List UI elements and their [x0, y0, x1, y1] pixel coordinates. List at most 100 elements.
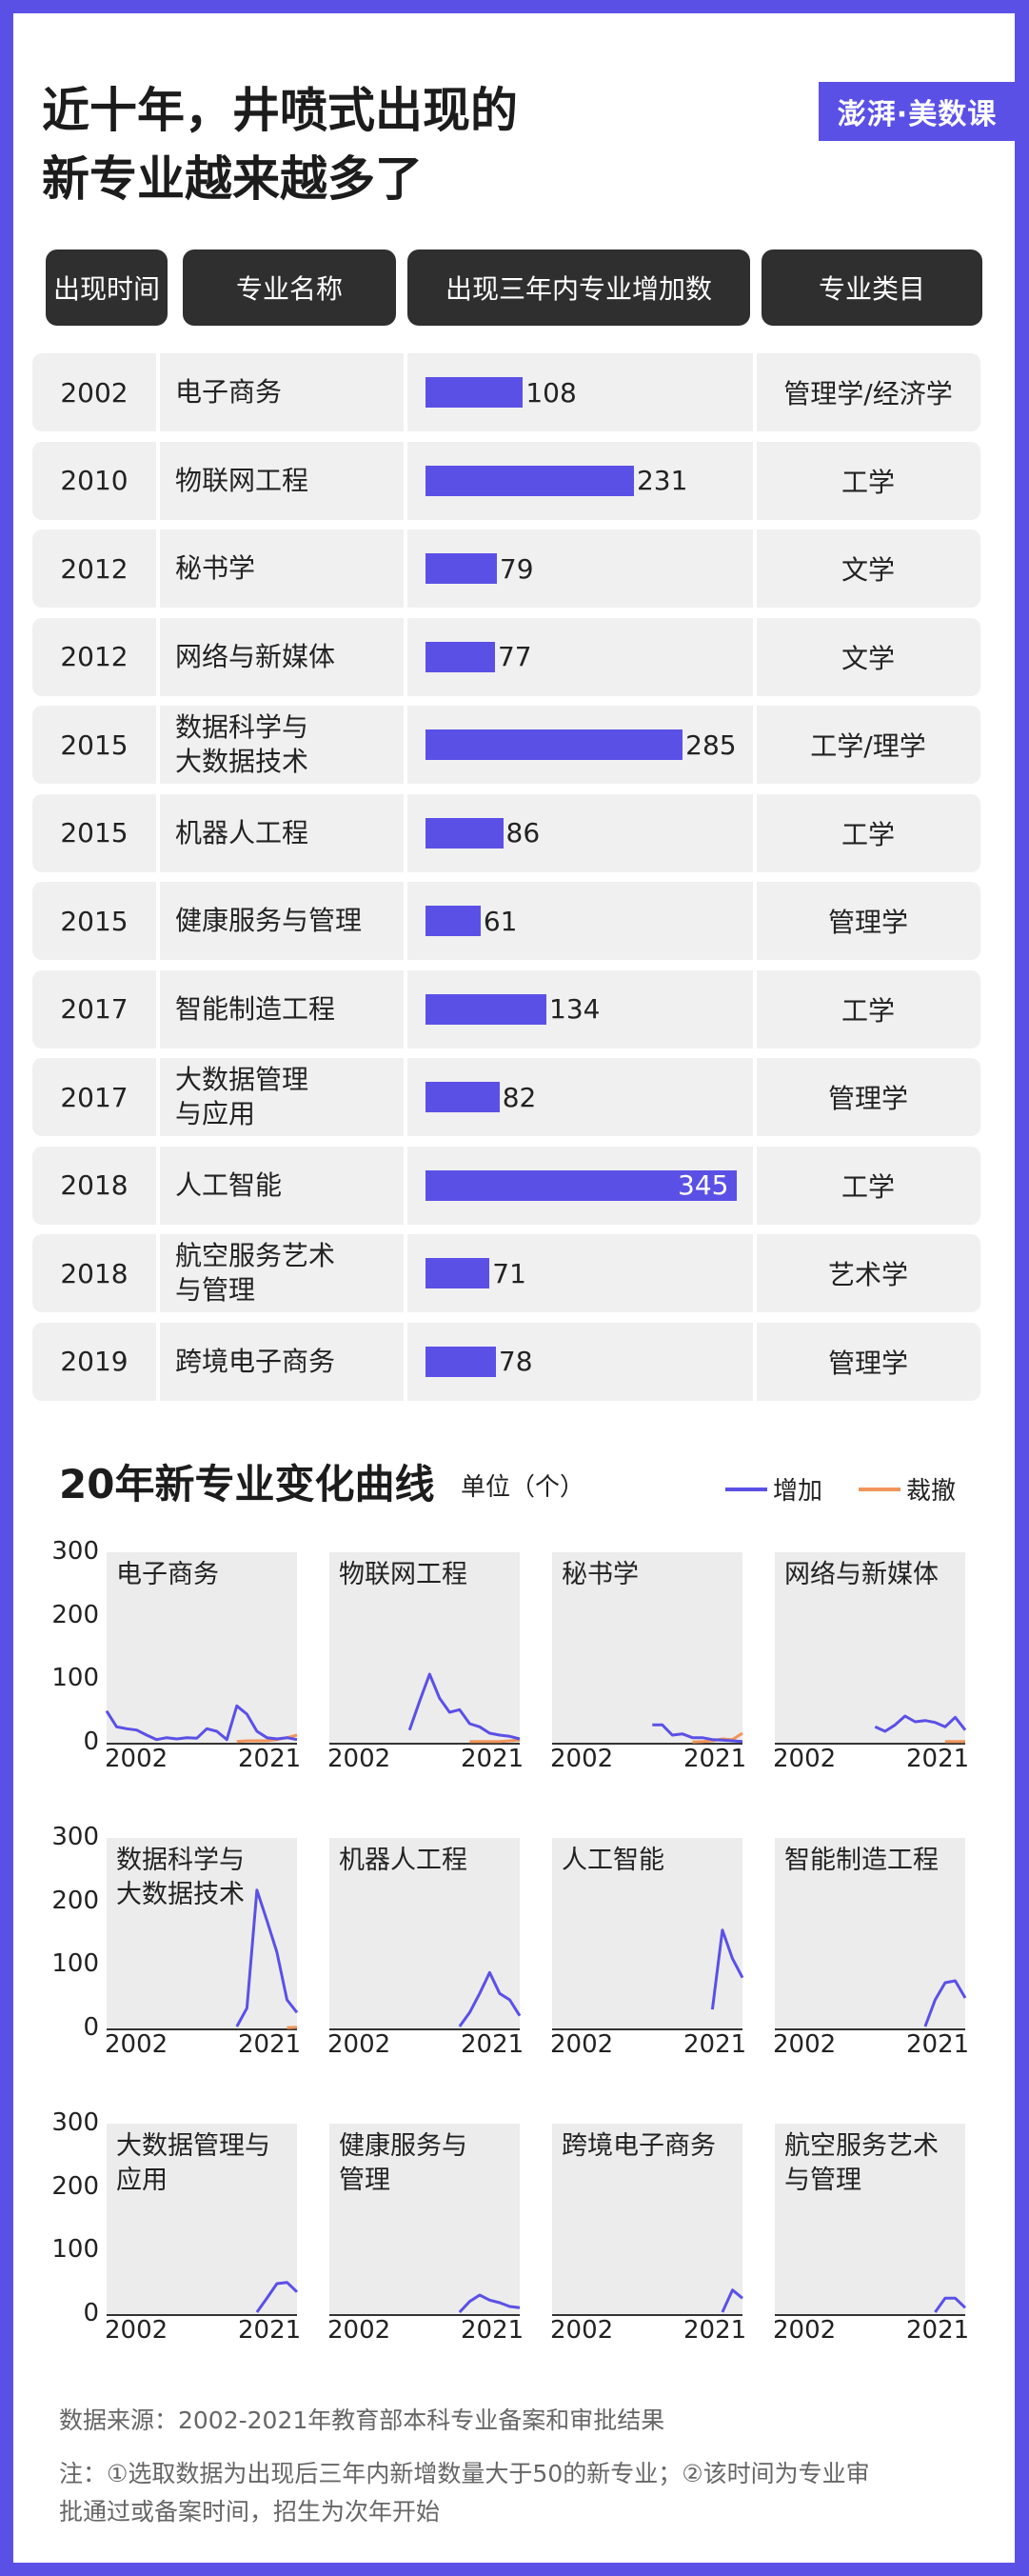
x-tick-label: 2021	[683, 2316, 747, 2345]
panel-title: 物联网工程	[339, 1560, 467, 1589]
value-bar	[425, 1082, 500, 1112]
row-category: 管理学	[827, 1347, 908, 1379]
x-tick-label: 2002	[327, 2030, 391, 2059]
added-line	[721, 2288, 743, 2313]
row-name: 跨境电子商务	[175, 1345, 336, 1377]
added-line	[652, 1723, 743, 1744]
table-row: 2012 秘书学 79 文学	[32, 529, 980, 608]
chart-panel	[552, 1838, 742, 2028]
legend-added-swatch	[725, 1488, 767, 1491]
column-divider	[404, 617, 407, 696]
x-tick-label: 2002	[327, 2316, 391, 2345]
row-year: 2012	[60, 552, 129, 585]
header-category: 专业类目	[762, 250, 982, 326]
value-label: 78	[498, 1346, 533, 1377]
row-name: 健康服务与管理	[175, 905, 363, 936]
chart-panel	[107, 1552, 297, 1743]
column-divider	[156, 617, 160, 696]
column-divider	[404, 882, 407, 960]
column-divider	[156, 353, 160, 431]
added-line	[407, 1672, 521, 1741]
row-category: 文学	[841, 554, 895, 586]
row-year: 2015	[60, 729, 129, 761]
x-axis-line	[552, 1743, 742, 1745]
y-tick-label: 300	[51, 2108, 99, 2137]
value-label: 71	[492, 1257, 526, 1289]
section-title: 20年新专业变化曲线	[59, 1461, 435, 1508]
row-name: 秘书学	[175, 552, 256, 584]
column-divider	[156, 441, 160, 520]
row-category: 管理学/经济学	[783, 378, 953, 409]
y-tick-label: 300	[51, 1537, 99, 1566]
row-category: 文学	[841, 642, 895, 674]
value-bar	[425, 1258, 490, 1288]
panel-title: 秘书学	[562, 1560, 639, 1589]
column-divider	[156, 793, 160, 872]
column-divider	[404, 969, 407, 1048]
value-bar	[425, 1346, 496, 1377]
y-tick-label: 100	[51, 1949, 99, 1979]
x-tick-label: 2021	[238, 1745, 302, 1773]
chart-panel	[329, 1552, 520, 1743]
added-line	[710, 1928, 744, 2010]
value-label: 61	[483, 905, 518, 937]
table-row: 2018 航空服务艺术 与管理 71 艺术学	[32, 1234, 980, 1312]
x-axis-line	[775, 2028, 965, 2030]
value-bar	[425, 1169, 737, 1201]
value-bar	[425, 377, 524, 408]
y-tick-label: 200	[51, 1886, 99, 1915]
header-value: 出现三年内专业增加数	[407, 250, 750, 326]
column-divider	[753, 353, 757, 431]
column-divider	[753, 969, 757, 1048]
table-row: 2012 网络与新媒体 77 文学	[32, 617, 980, 696]
column-divider	[156, 706, 160, 784]
x-axis-line	[775, 2314, 965, 2316]
x-tick-label: 2002	[105, 2030, 168, 2059]
panel-title: 数据科学与 大数据技术	[116, 1846, 245, 1909]
removed-line	[469, 1738, 521, 1744]
x-tick-label: 2021	[461, 2030, 524, 2059]
x-axis-line	[775, 1743, 965, 1745]
panel-title: 电子商务	[116, 1560, 219, 1589]
x-axis-line	[329, 2028, 520, 2030]
added-line	[934, 2296, 967, 2313]
y-tick-label: 300	[51, 1823, 99, 1851]
chart-panel	[775, 1838, 965, 2028]
x-tick-label: 2002	[105, 1745, 168, 1773]
chart-panel	[329, 1838, 520, 2028]
x-tick-label: 2021	[461, 2316, 524, 2345]
chart-panel	[775, 1552, 965, 1743]
y-tick-label: 0	[83, 2013, 99, 2042]
value-label: 79	[499, 552, 534, 585]
column-divider	[753, 617, 757, 696]
value-label: 82	[502, 1081, 537, 1113]
x-tick-label: 2021	[683, 1745, 747, 1773]
panel-title: 机器人工程	[339, 1846, 467, 1875]
x-tick-label: 2002	[550, 1745, 614, 1773]
table-row: 2017 大数据管理 与应用 82 管理学	[32, 1058, 980, 1136]
row-name: 航空服务艺术 与管理	[175, 1240, 336, 1306]
x-tick-label: 2021	[683, 2030, 747, 2059]
column-divider	[753, 1146, 757, 1225]
y-tick-label: 100	[51, 1664, 99, 1693]
title-line-1: 近十年，井喷式出现的	[42, 83, 518, 138]
page-title: 近十年，井喷式出现的 新专业越来越多了	[42, 76, 518, 213]
column-divider	[156, 1146, 160, 1225]
x-tick-label: 2021	[906, 2030, 970, 2059]
column-divider	[404, 1146, 407, 1225]
row-category: 工学	[841, 818, 895, 850]
footer-note: 注：①选取数据为出现后三年内新增数量大于50的新专业；②该时间为专业审 批通过或…	[59, 2455, 973, 2531]
x-tick-label: 2002	[550, 2316, 614, 2345]
title-line-2: 新专业越来越多了	[42, 151, 423, 207]
column-divider	[404, 529, 407, 608]
column-divider	[753, 529, 757, 608]
row-year: 2015	[60, 817, 129, 849]
panel-title: 大数据管理与 应用	[116, 2131, 270, 2195]
column-divider	[404, 793, 407, 872]
table-row: 2019 跨境电子商务 78 管理学	[32, 1322, 980, 1401]
x-tick-label: 2021	[238, 2316, 302, 2345]
value-label: 86	[505, 817, 541, 849]
row-name: 智能制造工程	[175, 992, 336, 1025]
value-bar	[425, 729, 683, 760]
